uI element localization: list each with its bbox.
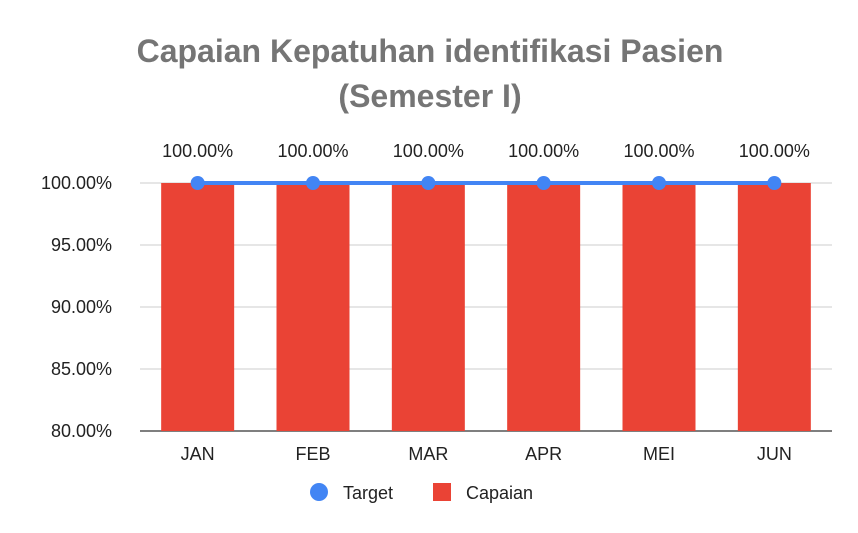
bar-series-capaian xyxy=(161,183,811,431)
x-tick-label: JUN xyxy=(757,444,792,464)
data-label: 100.00% xyxy=(393,141,464,161)
bar-mei xyxy=(622,183,696,431)
x-tick-label: FEB xyxy=(295,444,330,464)
data-label: 100.00% xyxy=(277,141,348,161)
chart-title-line2: (Semester I) xyxy=(338,78,521,114)
data-label: 100.00% xyxy=(623,141,694,161)
bar-mar xyxy=(391,183,465,431)
x-tick-label: APR xyxy=(525,444,562,464)
y-tick-label: 95.00% xyxy=(51,235,112,255)
data-labels: 100.00% 100.00% 100.00% 100.00% 100.00% 100.0… xyxy=(162,141,810,161)
chart-title-line1: Capaian Kepatuhan identifikasi Pasien xyxy=(137,33,724,69)
target-point xyxy=(306,176,320,190)
legend: Target Capaian xyxy=(310,483,533,503)
x-axis-ticks: JAN FEB MAR APR MEI JUN xyxy=(181,444,792,464)
legend-marker-capaian xyxy=(433,483,451,501)
y-tick-label: 80.00% xyxy=(51,421,112,441)
bar-jun xyxy=(737,183,811,431)
x-tick-label: MAR xyxy=(408,444,448,464)
bar-apr xyxy=(507,183,581,431)
legend-label: Target xyxy=(343,483,393,503)
y-tick-label: 100.00% xyxy=(41,173,112,193)
y-axis-ticks: 80.00% 85.00% 90.00% 95.00% 100.00% xyxy=(41,173,112,441)
data-label: 100.00% xyxy=(508,141,579,161)
line-series-target xyxy=(190,176,782,190)
data-label: 100.00% xyxy=(739,141,810,161)
legend-marker-target xyxy=(310,483,328,501)
target-point xyxy=(652,176,666,190)
y-tick-label: 85.00% xyxy=(51,359,112,379)
x-tick-label: JAN xyxy=(181,444,215,464)
target-point xyxy=(767,176,782,190)
y-tick-label: 90.00% xyxy=(51,297,112,317)
bar-feb xyxy=(276,183,350,431)
data-label: 100.00% xyxy=(162,141,233,161)
target-point xyxy=(421,176,436,190)
gridlines xyxy=(140,182,832,432)
target-point xyxy=(190,176,205,190)
x-tick-label: MEI xyxy=(643,444,675,464)
legend-label: Capaian xyxy=(466,483,533,503)
target-point xyxy=(536,176,551,190)
bar-jan xyxy=(161,183,235,431)
